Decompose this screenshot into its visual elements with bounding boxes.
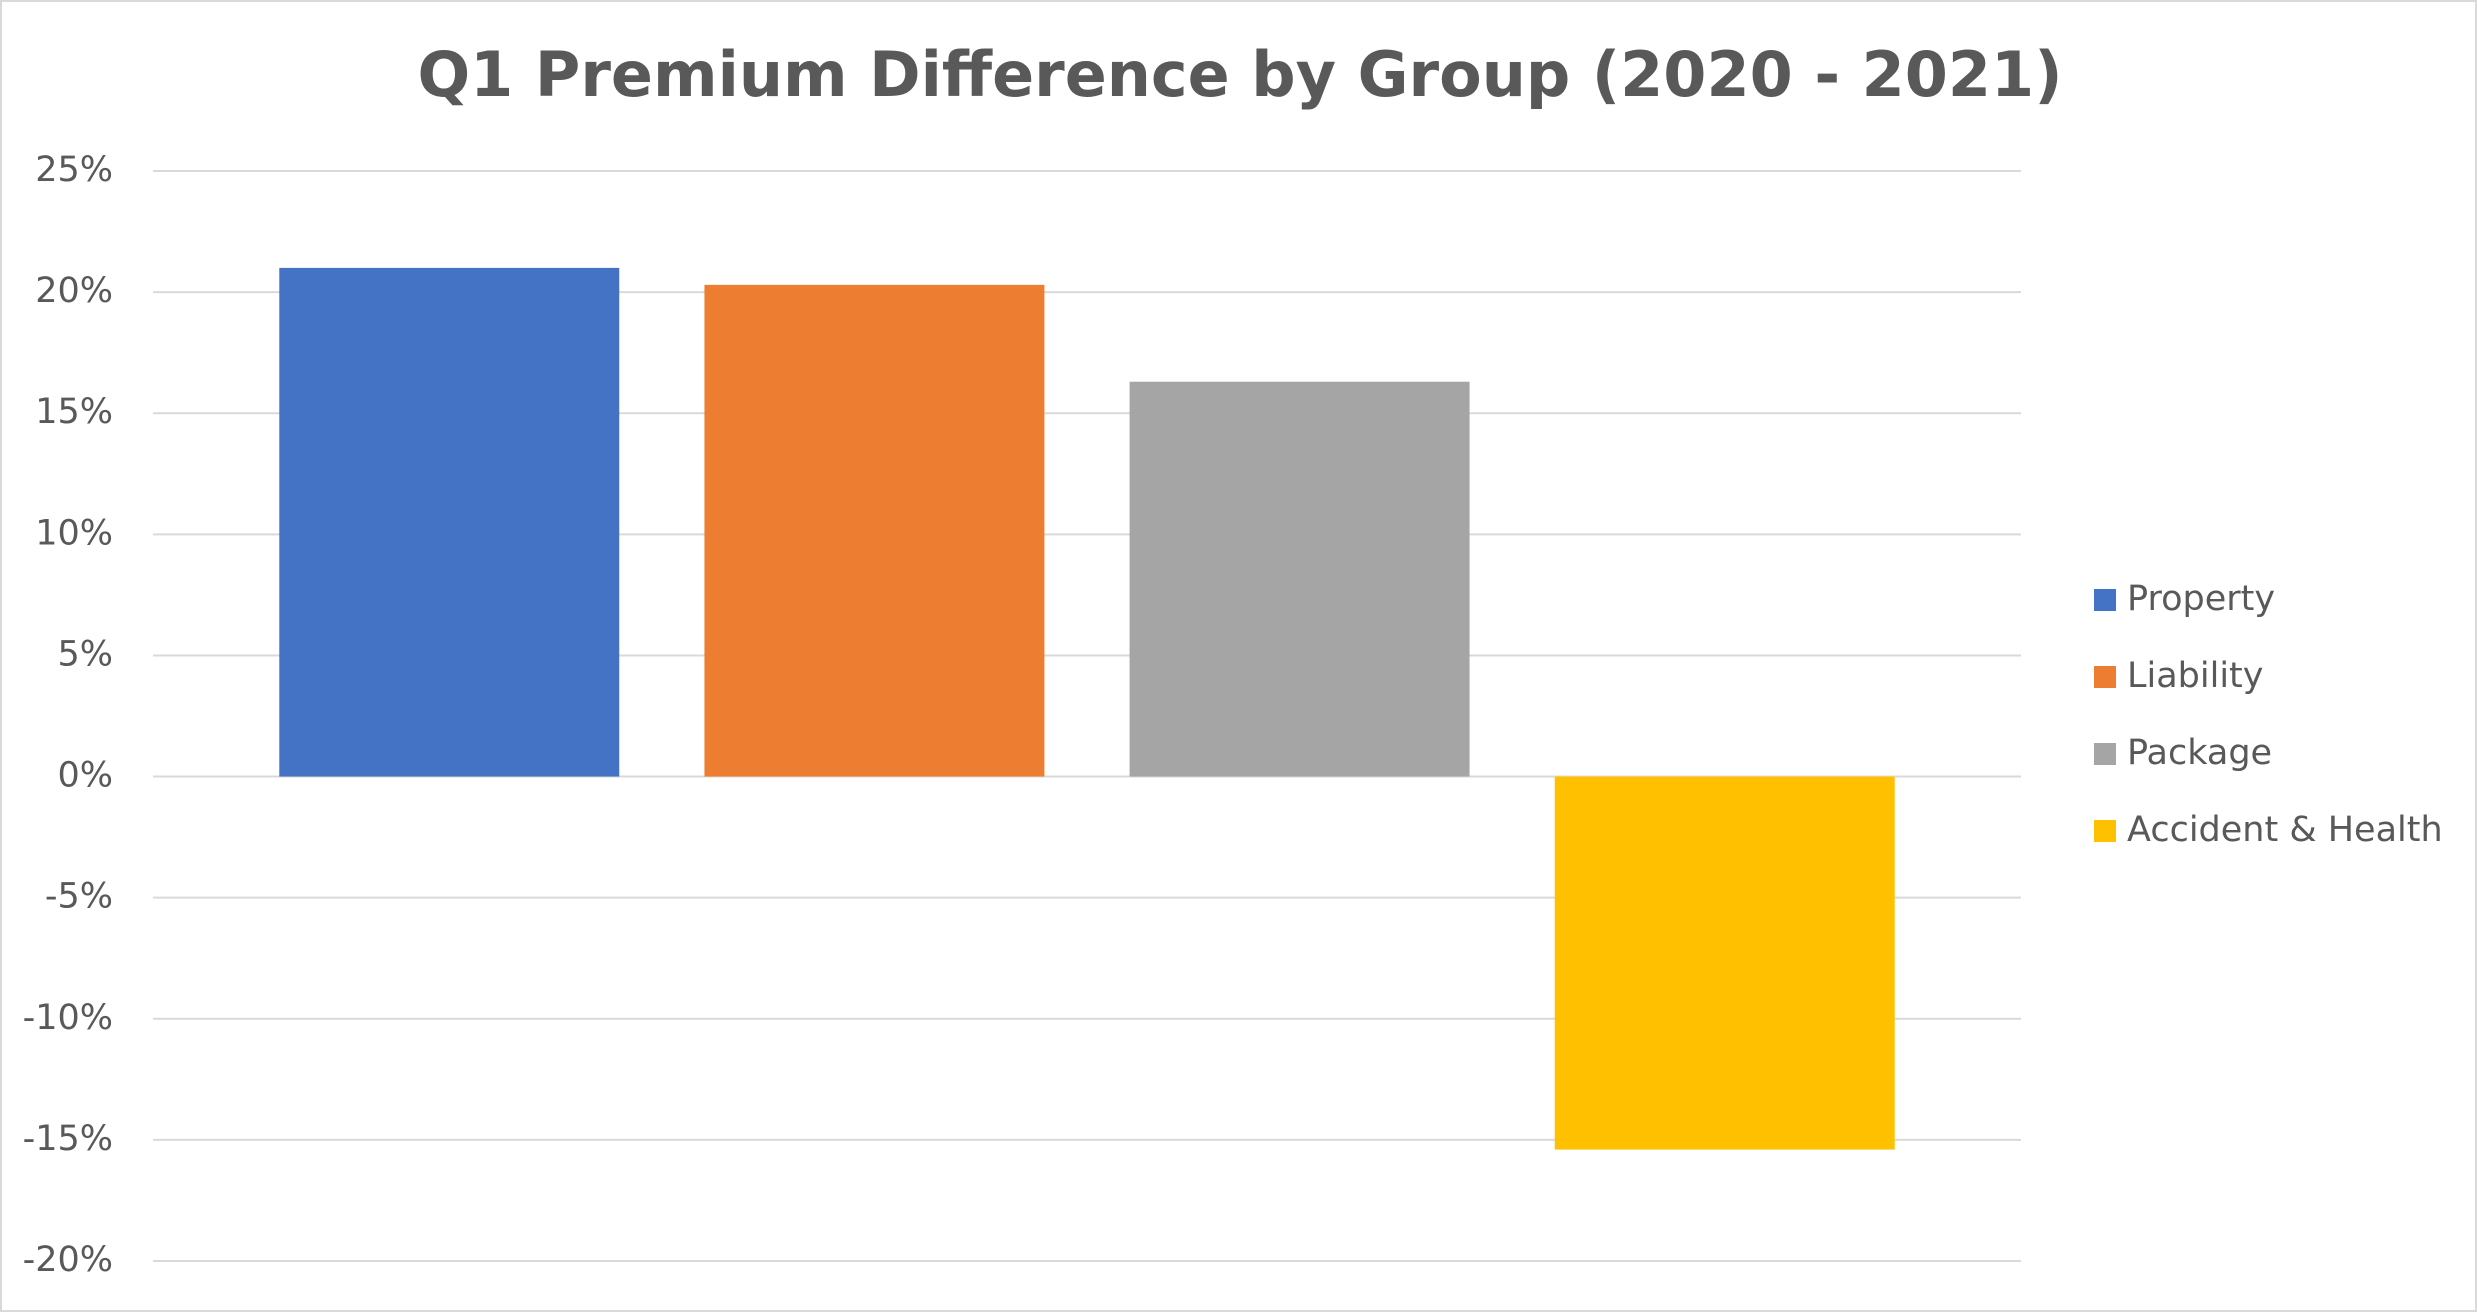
legend-swatch (2094, 666, 2116, 688)
y-tick-label: 15% (35, 392, 113, 432)
y-tick-label: 5% (57, 634, 113, 674)
legend-label: Liability (2127, 656, 2264, 696)
y-tick-label: 0% (57, 756, 113, 796)
y-tick-label: 20% (35, 271, 113, 311)
legend-label: Accident & Health (2127, 810, 2443, 850)
legend-swatch (2094, 589, 2116, 611)
y-tick-label: 10% (35, 513, 113, 553)
y-tick-label: 25% (35, 150, 113, 190)
bar (279, 267, 620, 777)
y-tick-label: -10% (23, 998, 113, 1038)
legend-label: Property (2127, 579, 2275, 619)
legend-swatch (2094, 743, 2116, 765)
bar (1554, 776, 1895, 1150)
bar (1129, 381, 1470, 777)
chart-title: Q1 Premium Difference by Group (2020 - 2… (417, 38, 2062, 111)
y-tick-label: -15% (23, 1119, 113, 1159)
y-tick-label: -5% (45, 877, 113, 917)
y-tick-label: -20% (23, 1240, 113, 1280)
bar (704, 284, 1045, 777)
legend-swatch (2094, 820, 2116, 842)
legend-label: Package (2127, 733, 2272, 773)
